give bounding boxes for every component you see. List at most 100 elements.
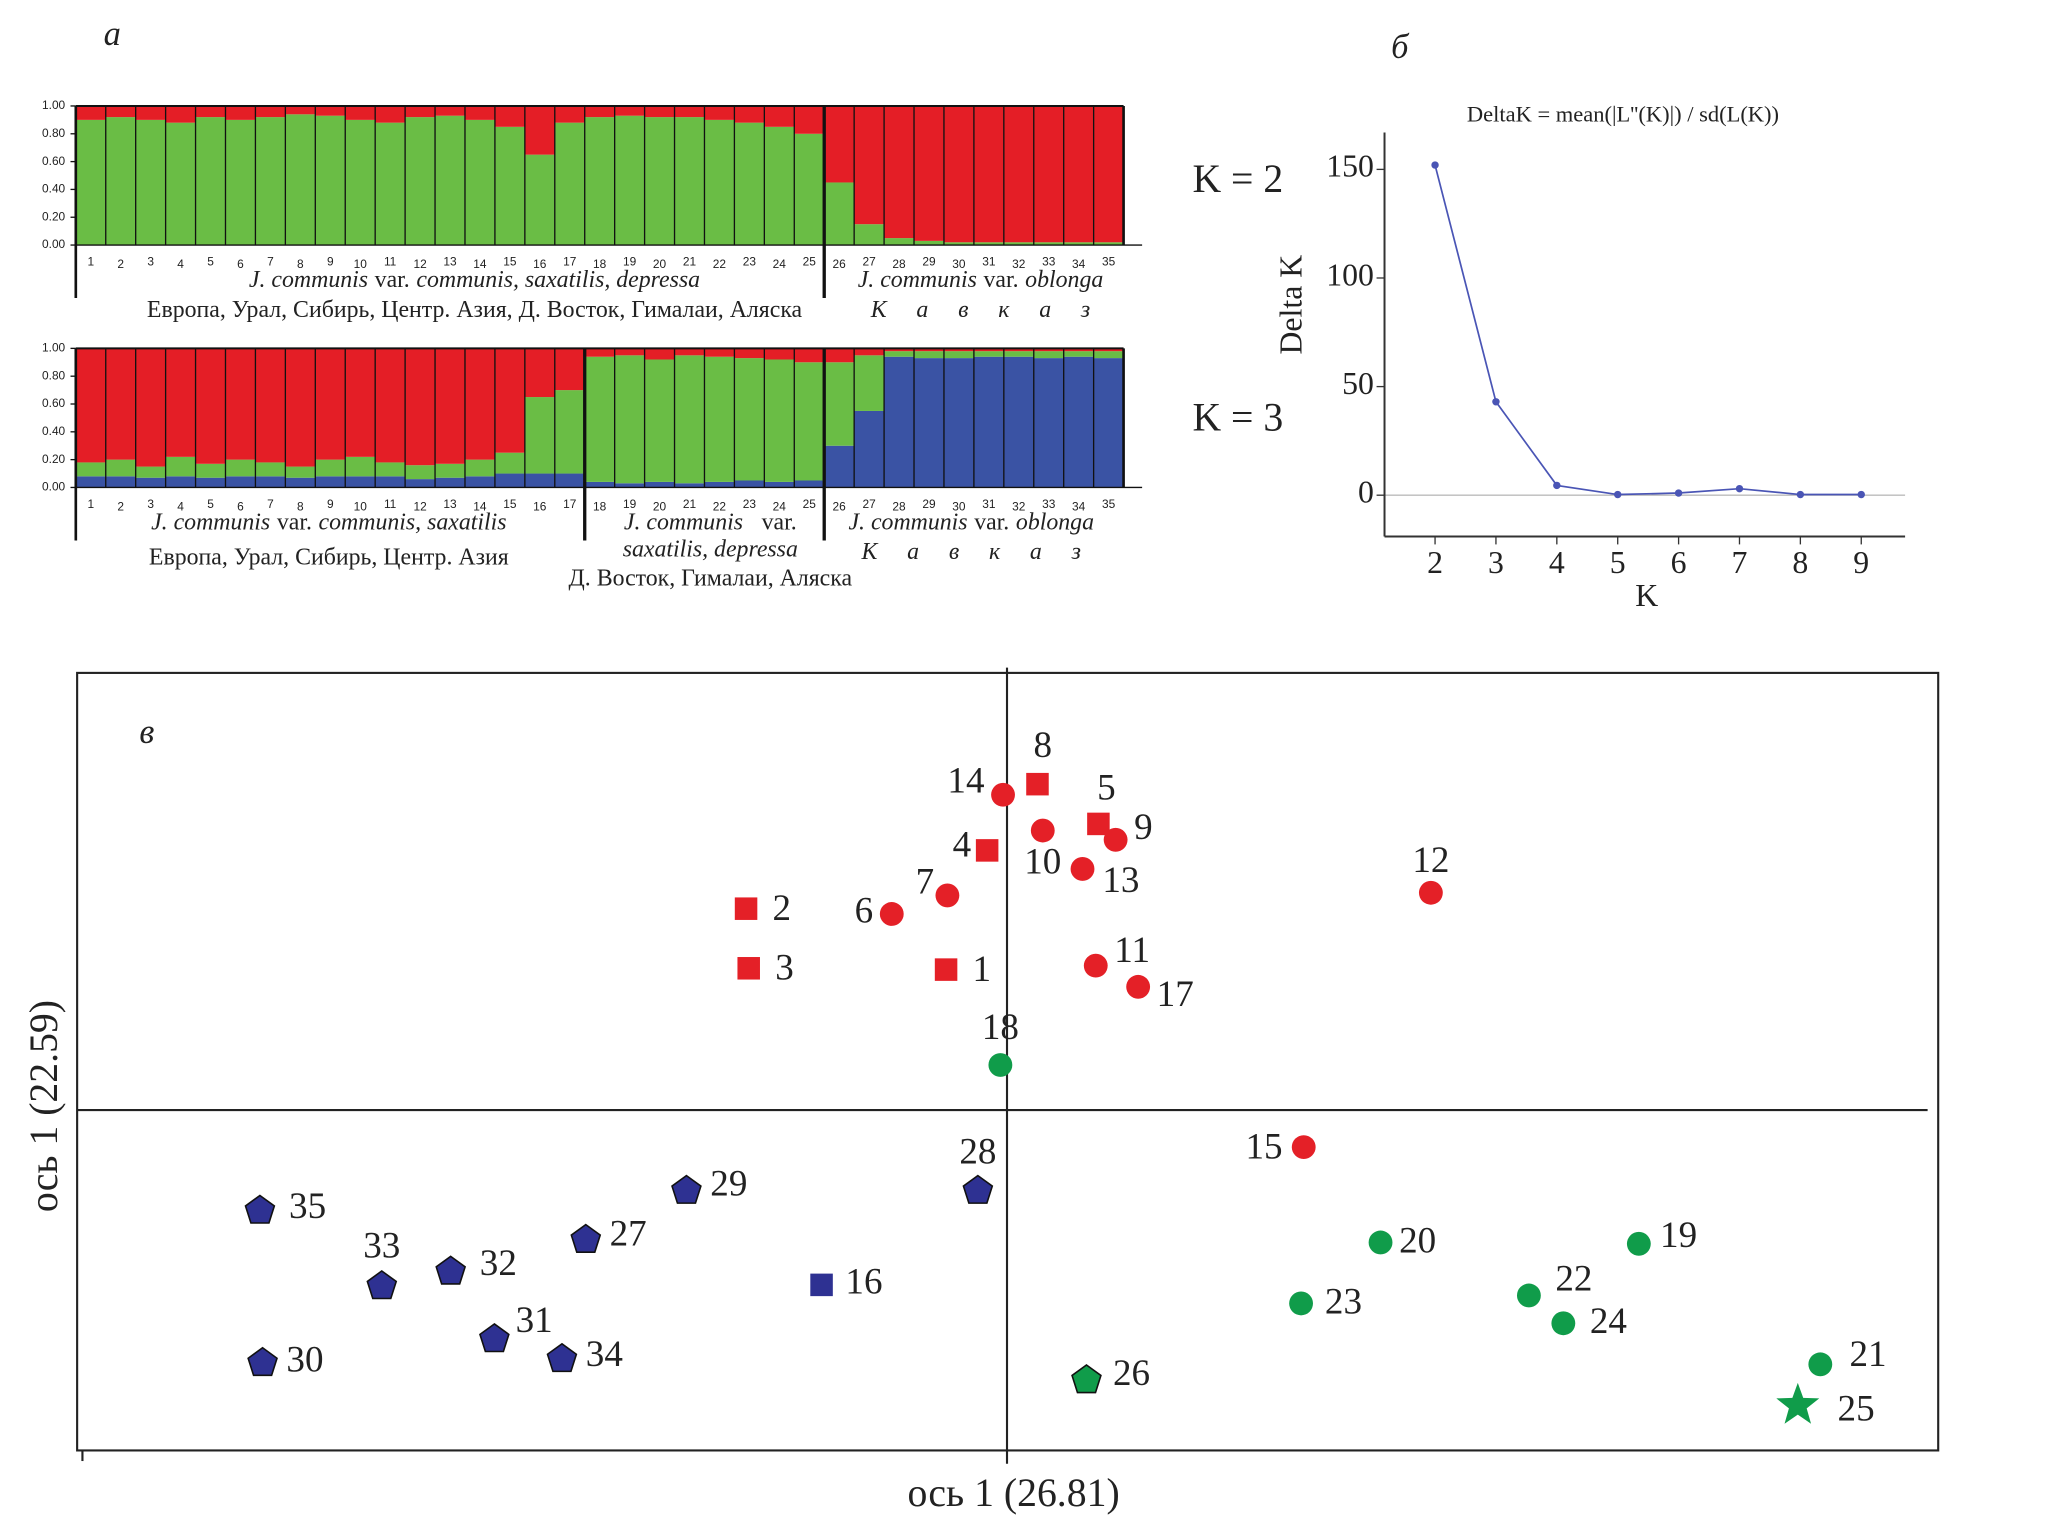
- chart-title: DeltaK = mean(|L''(K)|) / sd(L(K)): [1467, 102, 1779, 127]
- x-tick-label: 1: [87, 254, 94, 268]
- x-tick-label: 28: [892, 257, 906, 271]
- bar-segment: [824, 105, 855, 183]
- bar-segment: [315, 476, 346, 488]
- group-label: saxatilis, depressa: [623, 537, 798, 563]
- x-tick-label: 3: [1488, 545, 1504, 580]
- y-tick-label: 0.60: [42, 396, 66, 410]
- bar-segment: [884, 348, 915, 352]
- point-label: 15: [1245, 1126, 1282, 1167]
- bar-segment: [375, 348, 406, 463]
- bar-segment: [644, 117, 675, 246]
- x-tick-label: 2: [117, 257, 124, 271]
- x-axis-label: ось 1 (26.81): [908, 1471, 1120, 1515]
- bar-segment: [1063, 351, 1095, 357]
- bar-segment: [225, 105, 256, 120]
- bar-segment: [674, 348, 705, 356]
- x-tick-label: 15: [503, 254, 517, 268]
- bar-segment: [135, 105, 167, 120]
- bar-segment: [764, 481, 795, 488]
- point-label: 31: [516, 1300, 553, 1341]
- bar-segment: [704, 356, 735, 482]
- x-tick-label: 19: [623, 254, 637, 268]
- point-square: [934, 958, 958, 981]
- x-tick-label: 27: [862, 497, 876, 511]
- bar-segment: [345, 348, 376, 457]
- bar-segment: [285, 105, 316, 115]
- x-tick-label: 7: [267, 254, 274, 268]
- bar-segment: [75, 476, 107, 488]
- data-point: [1796, 490, 1805, 499]
- bar-segment: [794, 133, 825, 246]
- point-circle: [1516, 1283, 1541, 1308]
- bar-segment: [435, 105, 466, 116]
- bar-segment: [734, 348, 765, 359]
- bar-segment: [315, 459, 346, 477]
- bar-segment: [824, 362, 855, 446]
- y-tick-label: 0.20: [42, 209, 66, 223]
- data-point: [1431, 161, 1439, 169]
- bar-segment: [75, 105, 107, 120]
- point-label: 27: [610, 1214, 647, 1255]
- bar-segment: [973, 348, 1005, 352]
- bar-segment: [135, 477, 167, 488]
- bar-segment: [614, 355, 645, 484]
- point-label: 22: [1555, 1259, 1592, 1300]
- x-tick-label: 13: [443, 497, 457, 511]
- x-tick-label: 7: [1732, 545, 1748, 580]
- bar-segment: [794, 480, 825, 488]
- group-label-part: oblonga: [1016, 510, 1094, 536]
- data-line: [1434, 164, 1862, 496]
- bar-segment: [943, 242, 975, 246]
- bar-segment: [285, 466, 316, 478]
- point-label: 4: [953, 824, 972, 865]
- x-tick-label: 5: [1610, 545, 1626, 580]
- x-tick-label: 20: [653, 499, 667, 513]
- bar-segment: [225, 459, 256, 477]
- group-label: J. communis var.: [624, 510, 797, 536]
- bar-segment: [1063, 242, 1095, 246]
- group-label-part: J. communis: [151, 510, 270, 536]
- bar-segment: [1003, 242, 1035, 246]
- x-tick-label: 7: [267, 497, 274, 511]
- bar-segment: [105, 105, 137, 118]
- bar-segment: [464, 105, 496, 120]
- bar-segment: [914, 105, 945, 241]
- x-tick-label: 25: [803, 497, 817, 511]
- bar-segment: [255, 105, 286, 118]
- bar-segment: [225, 476, 256, 488]
- x-tick-label: 16: [533, 257, 547, 271]
- bar-segment: [315, 105, 346, 116]
- bar-segment: [135, 119, 167, 246]
- y-tick-label: 0.40: [42, 424, 66, 438]
- bar-segment: [1093, 105, 1124, 243]
- bar-segment: [464, 476, 496, 488]
- x-tick-label: 18: [593, 257, 607, 271]
- x-tick-label: 1: [87, 497, 94, 511]
- bar-segment: [554, 105, 586, 123]
- bar-segment: [764, 105, 795, 127]
- bar-segment: [734, 122, 765, 246]
- bar-segment: [644, 105, 675, 118]
- point-circle: [1418, 880, 1443, 905]
- data-point: [1553, 481, 1561, 490]
- bar-segment: [943, 358, 975, 488]
- bar-segment: [1093, 242, 1124, 246]
- bar-segment: [405, 465, 436, 480]
- bar-segment: [165, 105, 196, 123]
- bar-segment: [1033, 351, 1065, 359]
- bar-segment: [494, 105, 526, 127]
- bar-segment: [75, 348, 107, 463]
- x-tick-label: 6: [237, 499, 244, 513]
- point-circle: [935, 883, 960, 908]
- x-tick-label: 15: [503, 497, 517, 511]
- y-tick-label: 100: [1326, 257, 1374, 292]
- panel-letter: в: [139, 713, 154, 751]
- x-tick-label: 24: [773, 499, 787, 513]
- point-circle: [988, 1053, 1013, 1077]
- x-tick-label: 26: [833, 499, 847, 513]
- bar-segment: [824, 182, 855, 246]
- x-tick-label: 33: [1042, 254, 1056, 268]
- x-axis-label: K: [1635, 578, 1658, 613]
- bar-segment: [794, 348, 825, 363]
- group-label-part: J. communis: [848, 510, 967, 536]
